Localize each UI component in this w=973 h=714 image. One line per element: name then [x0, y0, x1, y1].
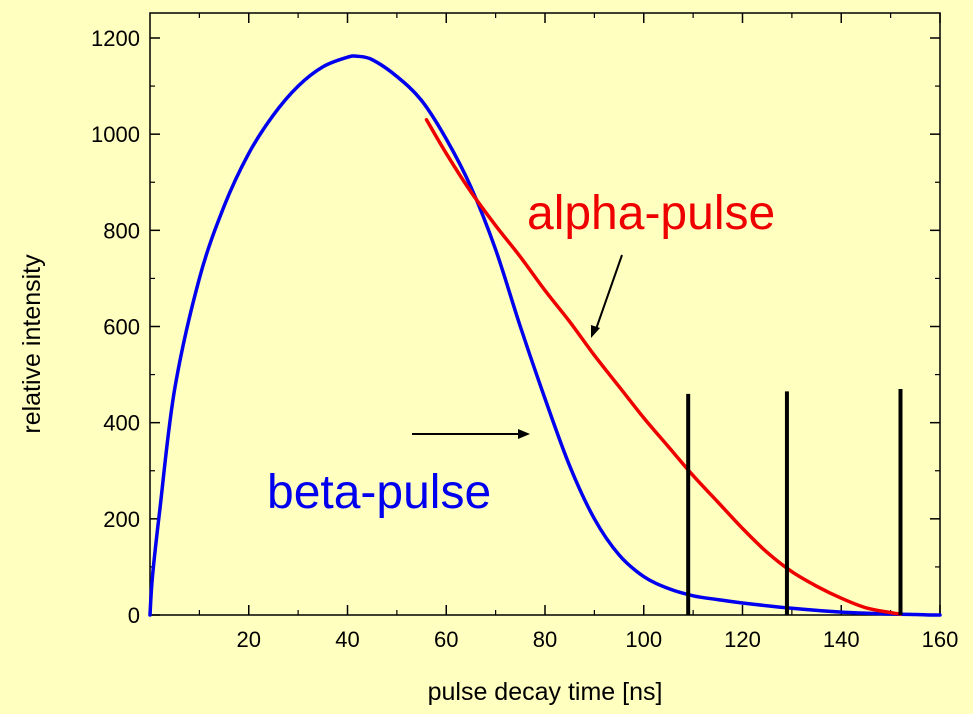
- x-tick-label: 160: [922, 627, 959, 652]
- x-axis-title: pulse decay time [ns]: [428, 678, 663, 706]
- y-tick-label: 200: [103, 507, 140, 532]
- x-tick-label: 20: [237, 627, 261, 652]
- x-tick-label: 140: [823, 627, 860, 652]
- series-lines: [148, 54, 942, 617]
- x-tick-label: 40: [335, 627, 359, 652]
- x-tick-label: 120: [724, 627, 761, 652]
- plot-frame: [149, 12, 941, 616]
- y-axis-title: relative intensity: [18, 254, 46, 434]
- beta-pulse-line: [148, 54, 942, 617]
- alpha-pulse-label: alpha-pulse: [527, 187, 775, 240]
- x-tick-label: 100: [625, 627, 662, 652]
- x-tick-label: 80: [533, 627, 557, 652]
- y-tick-label: 0: [128, 603, 140, 628]
- y-tick-label: 400: [103, 411, 140, 436]
- alpha-arrowhead: [591, 325, 600, 338]
- alpha-arrow: [594, 254, 623, 333]
- y-tick-label: 600: [103, 315, 140, 340]
- y-tick-label: 1000: [91, 122, 140, 147]
- beta-arrowhead: [518, 429, 530, 439]
- annotation-arrows: [412, 254, 623, 439]
- axis-ticks: [150, 13, 941, 616]
- alpha-pulse-line: [424, 117, 903, 616]
- beta-pulse-label: beta-pulse: [267, 466, 491, 519]
- y-tick-label: 800: [103, 218, 140, 243]
- y-tick-labels: 0 200 400 600 800 1000 1200: [91, 26, 140, 628]
- x-tick-label: 60: [434, 627, 458, 652]
- y-tick-label: 1200: [91, 26, 140, 51]
- x-tick-labels: 20 40 60 80 100 120 140 160: [237, 627, 959, 652]
- marker-lines: [686, 389, 903, 615]
